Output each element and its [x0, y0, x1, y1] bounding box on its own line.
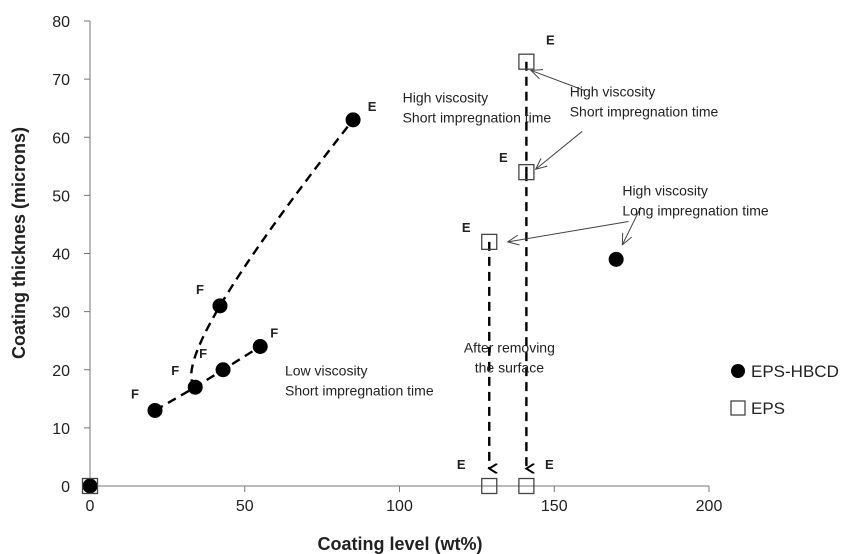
point-label: F	[270, 326, 278, 341]
eps-hbcd-point	[252, 339, 268, 354]
x-tick-label: 50	[236, 498, 254, 515]
eps-hbcd-point	[187, 379, 203, 395]
annotation-text: After removing the surface	[464, 339, 555, 375]
eps-hbcd-point	[215, 362, 231, 378]
annotation-text: High viscosity Short impregnation time	[570, 84, 719, 120]
eps-hbcd-point	[212, 298, 228, 314]
point-label: F	[171, 363, 179, 378]
legend-label: EPS-HBCD	[751, 362, 839, 381]
annotation-line: High viscosity	[403, 89, 489, 105]
annotation-text: Low viscosity Short impregnation time	[285, 363, 434, 399]
annotation-line: High viscosity	[622, 182, 708, 198]
annotation-arrow	[536, 131, 583, 169]
point-label: E	[368, 99, 377, 114]
point-label: E	[457, 457, 466, 472]
annotation-line: the surface	[475, 359, 544, 375]
legend-marker-eps	[730, 400, 746, 416]
dashed-curves	[154, 61, 528, 412]
point-label: E	[462, 220, 471, 235]
annotations: High viscosity Short impregnation timeLow…	[285, 84, 769, 399]
y-tick-label: 60	[52, 130, 70, 147]
eps-hbcd-point	[608, 251, 624, 267]
eps-hbcd-point	[345, 112, 361, 128]
legend-marker-eps-hbcd	[731, 364, 745, 378]
annotation-text: High viscosity Short impregnation time	[403, 89, 552, 125]
annotation-line: Short impregnation time	[403, 109, 552, 125]
annotation-line: High viscosity	[570, 84, 656, 100]
y-tick-label: 50	[52, 188, 70, 205]
arrows	[489, 70, 642, 468]
annotation-line: Short impregnation time	[285, 383, 434, 399]
legend-label: EPS	[751, 399, 785, 418]
annotation-line: Short impregnation time	[570, 104, 719, 120]
eps-point	[481, 477, 498, 495]
annotation-arrow	[622, 206, 642, 245]
y-tick-label: 30	[52, 305, 70, 322]
y-tick-label: 80	[52, 14, 70, 31]
y-tick-label: 70	[52, 72, 70, 89]
dashed-curve	[190, 119, 355, 389]
point-labels: F F F F F E E E E E E	[131, 33, 555, 472]
data-points	[81, 53, 624, 495]
point-label: E	[545, 457, 554, 472]
y-tick-label: 0	[61, 479, 70, 496]
dashed-curve	[154, 345, 261, 412]
eps-hbcd-point	[147, 402, 163, 418]
y-tick-label: 20	[52, 363, 70, 380]
point-label: E	[546, 33, 555, 48]
x-axis-title: Coating level (wt%)	[317, 534, 482, 554]
annotation-line: After removing	[464, 339, 555, 355]
annotation-text: High viscosity Long impregnation time	[622, 182, 769, 218]
x-tick-label: 100	[386, 498, 413, 515]
y-axis-title: Coating thicknes (microns)	[9, 127, 29, 359]
eps-point	[518, 477, 535, 495]
annotation-line: Low viscosity	[285, 363, 367, 379]
eps-point	[518, 53, 535, 70]
axes: 0 50 100 150 200 0 10 20 30 40 50 60 70 80	[52, 14, 722, 515]
annotation-arrow	[508, 221, 629, 242]
annotation-arrow	[531, 70, 586, 92]
y-tick-label: 10	[52, 421, 70, 438]
x-tick-label: 0	[86, 498, 95, 515]
legend: EPS-HBCD EPS	[730, 362, 839, 418]
x-tick-label: 200	[696, 498, 723, 515]
eps-point	[481, 233, 498, 251]
x-tick-label: 150	[541, 498, 568, 515]
point-label: F	[196, 282, 204, 297]
point-label: F	[131, 386, 139, 401]
point-label: E	[499, 150, 508, 165]
annotation-line: Long impregnation time	[622, 202, 769, 218]
eps-hbcd-point	[82, 478, 98, 494]
eps-point	[518, 163, 535, 181]
y-tick-label: 40	[52, 247, 70, 264]
eps-point	[81, 477, 99, 495]
point-label: F	[199, 346, 207, 361]
